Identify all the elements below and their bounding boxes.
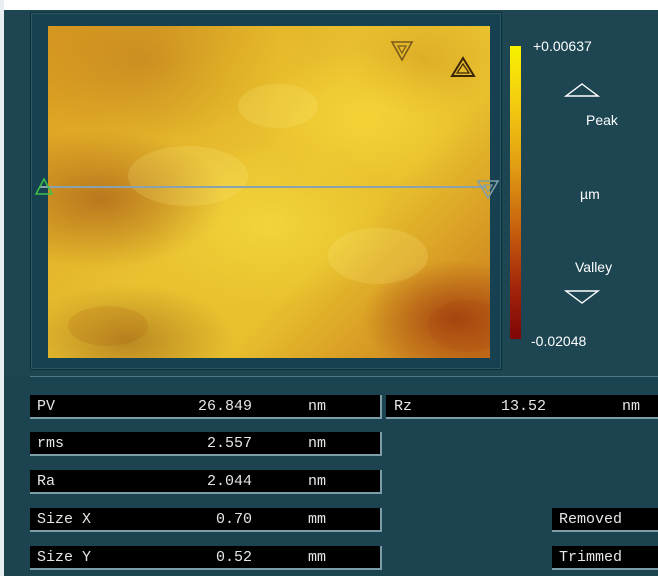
- scale-min-value: -0.02048: [531, 333, 587, 349]
- scale-max-value: +0.00637: [533, 38, 592, 54]
- height-color-scale: [510, 46, 521, 339]
- stat-name: rms: [37, 435, 65, 452]
- map-texture: [68, 84, 490, 352]
- stat-value: 0.70: [215, 511, 252, 528]
- stat-name: Size X: [37, 511, 92, 528]
- removed-label: Removed: [559, 511, 623, 528]
- stat-row-size-y: Size Y 0.52 mm: [30, 546, 382, 570]
- stat-name: Ra: [37, 473, 56, 490]
- stat-unit: nm: [622, 398, 641, 415]
- stat-unit: mm: [308, 549, 327, 566]
- trimmed-label: Trimmed: [559, 549, 623, 566]
- valley-marker-icon[interactable]: [390, 40, 414, 64]
- stat-unit: nm: [308, 398, 327, 415]
- profile-line[interactable]: [40, 186, 486, 188]
- stat-row-rms: rms 2.557 nm: [30, 432, 382, 456]
- trimmed-indicator: Trimmed: [552, 546, 658, 570]
- stat-name: Size Y: [37, 549, 92, 566]
- stat-row-size-x: Size X 0.70 mm: [30, 508, 382, 532]
- stat-value: 2.557: [206, 435, 252, 452]
- stat-value: 2.044: [206, 473, 252, 490]
- stat-name: Rz: [394, 398, 413, 415]
- valley-triangle-icon: [564, 290, 600, 304]
- line-end-marker-icon[interactable]: [476, 178, 500, 202]
- unit-label: µm: [580, 186, 600, 202]
- stat-row-ra: Ra 2.044 nm: [30, 470, 382, 494]
- stat-value: 13.52: [501, 398, 547, 415]
- peak-triangle-icon: [564, 83, 600, 97]
- stat-row-rz: Rz 13.52 nm: [386, 395, 658, 419]
- stat-name: PV: [37, 398, 56, 415]
- stat-unit: nm: [308, 473, 327, 490]
- removed-indicator: Removed: [552, 508, 658, 532]
- stat-unit: nm: [308, 435, 327, 452]
- line-start-marker-icon[interactable]: [34, 177, 54, 197]
- peak-label: Peak: [586, 112, 618, 128]
- stat-unit: mm: [308, 511, 327, 528]
- stat-row-pv: PV 26.849 nm: [30, 395, 382, 419]
- valley-label: Valley: [575, 259, 613, 275]
- surface-height-map[interactable]: [48, 26, 490, 358]
- stat-value: 0.52: [215, 549, 252, 566]
- stat-value: 26.849: [197, 398, 252, 415]
- peak-marker-icon[interactable]: [450, 55, 476, 79]
